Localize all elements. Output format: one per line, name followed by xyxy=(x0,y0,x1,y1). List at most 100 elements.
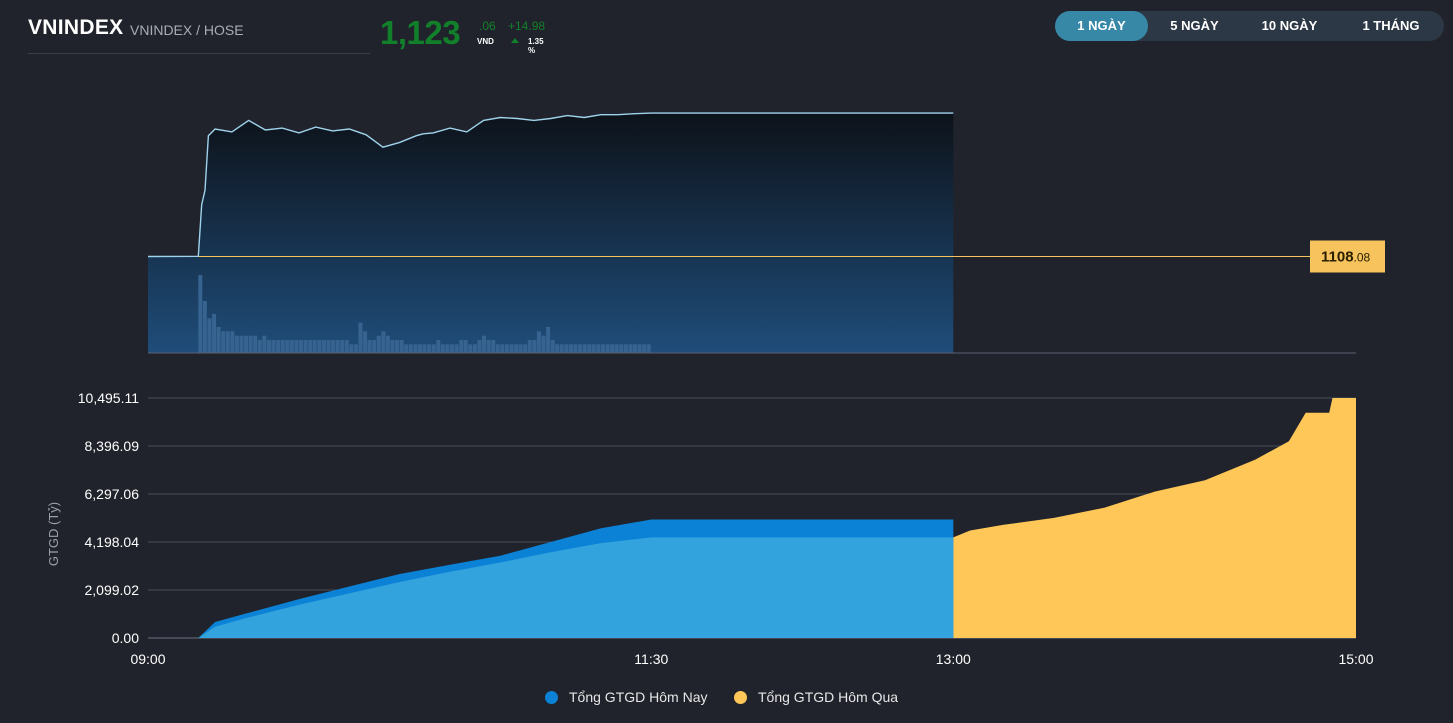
volume-bar xyxy=(605,344,610,353)
volume-bar xyxy=(422,344,427,353)
price-change: +14.98 xyxy=(508,19,546,33)
volume-bar xyxy=(221,331,226,353)
intraday-index-chart: 1108.08 xyxy=(147,112,1385,354)
volume-bar xyxy=(431,344,436,353)
y-tick-label: 4,198.04 xyxy=(85,534,140,550)
volume-bar xyxy=(564,344,569,353)
reference-label-dec: .08 xyxy=(1354,251,1371,265)
volume-bar xyxy=(276,340,281,353)
legend-label-today: Tổng GTGD Hôm Nay xyxy=(569,689,708,705)
volume-bar xyxy=(445,344,450,353)
volume-bar xyxy=(331,340,335,353)
volume-bar xyxy=(344,340,349,353)
volume-bar xyxy=(491,340,496,353)
up-arrow-icon xyxy=(511,38,519,43)
legend-dot-today xyxy=(545,691,558,704)
price-decimal: .06 xyxy=(479,19,496,33)
volume-bar xyxy=(390,340,395,353)
volume-bar xyxy=(321,340,326,353)
x-tick-label: 15:00 xyxy=(1338,651,1373,667)
volume-bar xyxy=(253,335,258,353)
volume-bar xyxy=(262,335,267,353)
volume-bar xyxy=(601,344,605,353)
volume-bar xyxy=(646,344,651,353)
volume-bar xyxy=(454,344,459,353)
volume-bar xyxy=(573,344,578,353)
volume-bar xyxy=(550,340,555,353)
volume-bar xyxy=(440,344,445,353)
volume-bar xyxy=(418,344,422,353)
index-line xyxy=(147,112,954,258)
timeframe-tabs: 1 NGÀY 5 NGÀY 10 NGÀY 1 THÁNG xyxy=(1055,11,1444,41)
price-integer: 1,123 xyxy=(380,14,461,51)
volume-bar xyxy=(623,344,628,353)
volume-bar xyxy=(509,344,514,353)
volume-bar xyxy=(248,335,253,353)
volume-bar xyxy=(198,275,203,353)
today-inner-area xyxy=(148,537,954,638)
price-unit: VND xyxy=(477,37,494,46)
tab-10-days[interactable]: 10 NGÀY xyxy=(1261,18,1318,33)
volume-bar xyxy=(523,344,528,353)
volume-bar xyxy=(591,344,596,353)
volume-bar xyxy=(385,335,390,353)
x-tick-label: 11:30 xyxy=(634,651,668,667)
volume-bar xyxy=(436,340,441,353)
legend-dot-yesterday xyxy=(734,691,747,704)
volume-bar xyxy=(335,340,340,353)
volume-bar xyxy=(289,340,294,353)
volume-bar xyxy=(353,344,358,353)
volume-bar xyxy=(596,344,601,353)
y-axis-ticks: 0.00 2,099.02 4,198.04 6,297.06 8,396.09 10,4… xyxy=(78,390,139,646)
index-subtitle: VNINDEX / HOSE xyxy=(130,22,244,38)
volume-bar xyxy=(299,340,303,353)
volume-bar xyxy=(308,340,313,353)
volume-bar xyxy=(349,344,354,353)
y-axis-title: GTGD (Tỷ) xyxy=(46,502,61,566)
volume-bar xyxy=(358,322,363,353)
volume-bar xyxy=(587,344,592,353)
y-tick-label: 6,297.06 xyxy=(85,486,140,502)
volume-bar xyxy=(404,344,409,353)
volume-bar xyxy=(495,344,500,353)
reference-label-int: 1108 xyxy=(1321,249,1354,266)
volume-bar xyxy=(450,344,454,353)
volume-bar xyxy=(225,331,230,353)
tab-1-month[interactable]: 1 THÁNG xyxy=(1362,18,1420,33)
volume-bar xyxy=(582,344,587,353)
volume-bar xyxy=(244,335,249,353)
volume-bar xyxy=(363,331,368,353)
volume-bar xyxy=(280,340,285,353)
trading-value-chart: 0.00 2,099.02 4,198.04 6,297.06 8,396.09 10,4… xyxy=(46,390,1374,667)
volume-bar xyxy=(312,340,317,353)
volume-bar xyxy=(578,344,583,353)
volume-bar xyxy=(303,340,308,353)
volume-bar xyxy=(514,344,519,353)
reference-label-box xyxy=(1310,240,1385,273)
reference-label-text: 1108.08 xyxy=(1321,249,1371,266)
volume-bar xyxy=(559,344,564,353)
volume-bar xyxy=(317,340,322,353)
volume-bar xyxy=(395,340,400,353)
tab-1-day[interactable]: 1 NGÀY xyxy=(1055,11,1148,41)
volume-bar xyxy=(340,340,345,353)
index-title: VNINDEX xyxy=(28,16,124,39)
index-area xyxy=(148,113,954,353)
volume-bar xyxy=(518,344,523,353)
volume-bar xyxy=(555,344,560,353)
volume-bar xyxy=(413,344,418,353)
legend-label-yesterday: Tổng GTGD Hôm Qua xyxy=(758,689,899,705)
volume-bar xyxy=(569,344,573,353)
volume-bar xyxy=(619,344,624,353)
volume-bar xyxy=(234,335,239,353)
y-tick-label: 10,495.11 xyxy=(78,390,139,406)
volume-bar xyxy=(637,344,642,353)
y-tick-label: 8,396.09 xyxy=(85,438,140,454)
tab-5-days[interactable]: 5 NGÀY xyxy=(1170,18,1219,33)
volume-bar xyxy=(610,344,615,353)
volume-bar xyxy=(459,340,464,353)
volume-bar xyxy=(367,340,372,353)
volume-bar xyxy=(230,331,235,353)
y-tick-label: 2,099.02 xyxy=(85,582,140,598)
